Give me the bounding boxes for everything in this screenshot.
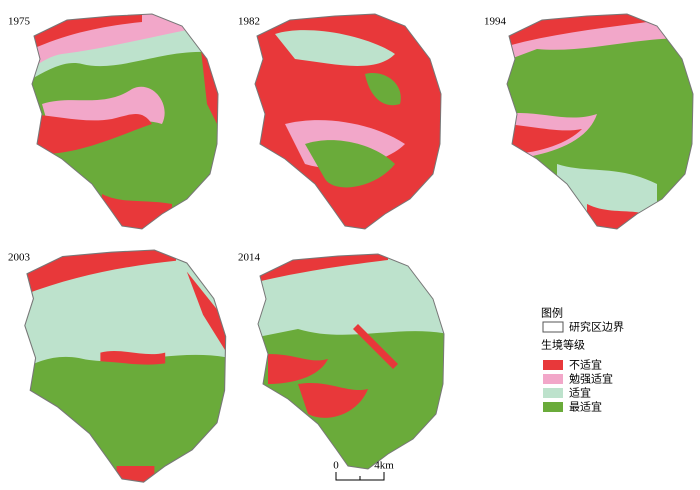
legend-swatch [542,321,564,333]
legend-swatch [543,402,563,412]
map-panel [506,13,694,230]
year-label: 1994 [484,16,507,28]
legend-label: 勉强适宜 [569,372,613,386]
map-panel [254,13,442,230]
map-panel [31,13,219,230]
legend-title: 图例 [541,306,563,320]
legend-swatch [543,374,563,384]
year-label: 2014 [238,252,261,264]
scale-bar: 0 4km [333,460,394,481]
legend-label: 适宜 [569,386,591,400]
scale-label: 4km [374,460,394,472]
map-panel [24,249,227,483]
year-label: 1975 [8,16,31,28]
legend-label: 研究区边界 [569,320,624,334]
year-label: 1982 [238,16,260,28]
legend-label: 最适宜 [569,400,602,414]
year-label: 2003 [8,252,31,264]
legend-label: 不适宜 [569,358,602,372]
legend: 图例 研究区边界 生境等级 不适宜 勉强适宜 适宜 最适宜 [541,306,624,414]
map-panel [257,253,445,470]
legend-subtitle: 生境等级 [541,338,585,352]
legend-swatch [543,360,563,370]
scale-label: 0 [333,460,339,472]
scale-line [335,472,385,481]
legend-swatch [543,388,563,398]
